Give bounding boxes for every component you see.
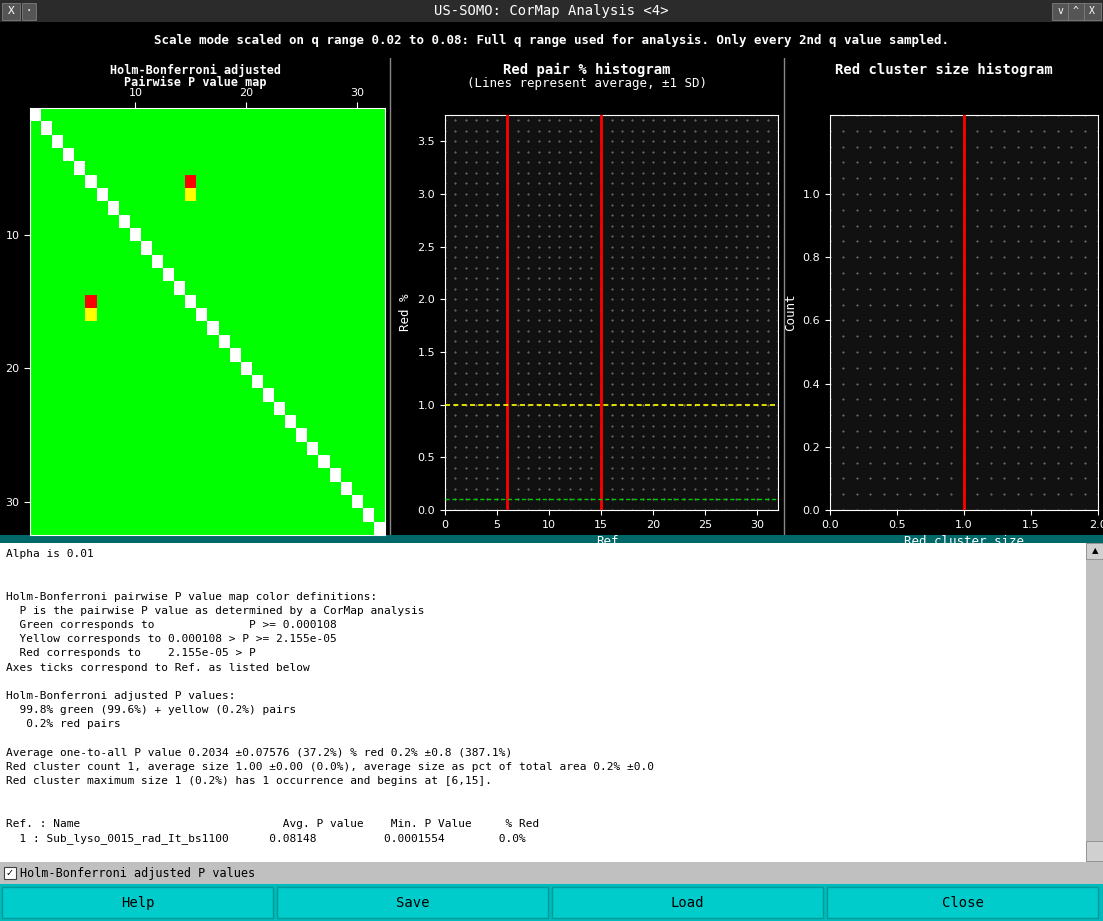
Y-axis label: Red %: Red %	[399, 294, 413, 332]
Bar	[1052, 3, 1069, 20]
X-axis label: Ref.: Ref.	[597, 535, 627, 548]
Bar	[4, 867, 17, 879]
Bar	[22, 3, 36, 20]
Bar	[1086, 543, 1103, 862]
Text: Load: Load	[671, 895, 704, 910]
Bar	[0, 0, 1103, 22]
Bar	[0, 535, 1103, 543]
Text: ·: ·	[26, 4, 31, 18]
Text: 0.2% red pairs: 0.2% red pairs	[6, 719, 120, 729]
Text: Scale mode scaled on q range 0.02 to 0.08: Full q range used for analysis. Only : Scale mode scaled on q range 0.02 to 0.0…	[154, 33, 949, 47]
Text: 1 : Sub_lyso_0015_rad_It_bs1100      0.08148          0.0001554        0.0%: 1 : Sub_lyso_0015_rad_It_bs1100 0.08148 …	[6, 833, 526, 844]
X-axis label: Red cluster size: Red cluster size	[904, 535, 1024, 548]
Bar	[277, 887, 548, 918]
Text: v: v	[1057, 6, 1063, 16]
Bar	[0, 862, 1103, 884]
Text: ✓: ✓	[6, 868, 14, 878]
Text: 99.8% green (99.6%) + yellow (0.2%) pairs: 99.8% green (99.6%) + yellow (0.2%) pair…	[6, 705, 297, 716]
Bar	[1086, 841, 1103, 861]
Bar	[827, 887, 1097, 918]
Text: Average one-to-all P value 0.2034 ±0.07576 (37.2%) % red 0.2% ±0.8 (387.1%): Average one-to-all P value 0.2034 ±0.075…	[6, 748, 512, 758]
Text: Holm-Bonferroni adjusted: Holm-Bonferroni adjusted	[109, 64, 280, 76]
Text: Yellow corresponds to 0.000108 > P >= 2.155e-05: Yellow corresponds to 0.000108 > P >= 2.…	[6, 635, 336, 644]
Text: Green corresponds to              P >= 0.000108: Green corresponds to P >= 0.000108	[6, 620, 336, 630]
Text: (Lines represent average, ±1 SD): (Lines represent average, ±1 SD)	[467, 77, 707, 90]
Y-axis label: Count: Count	[784, 294, 797, 332]
Text: Alpha is 0.01: Alpha is 0.01	[6, 549, 94, 559]
Text: P is the pairwise P value as determined by a CorMap analysis: P is the pairwise P value as determined …	[6, 606, 425, 616]
Text: Close: Close	[942, 895, 984, 910]
Text: X: X	[1089, 6, 1095, 16]
Bar	[1086, 543, 1103, 559]
Text: Axes ticks correspond to Ref. as listed below: Axes ticks correspond to Ref. as listed …	[6, 662, 310, 672]
Text: Ref. : Name                              Avg. P value    Min. P Value     % Red: Ref. : Name Avg. P value Min. P Value % …	[6, 819, 539, 829]
Bar	[1084, 3, 1101, 20]
Text: Red corresponds to    2.155e-05 > P: Red corresponds to 2.155e-05 > P	[6, 648, 256, 659]
Text: Red cluster size histogram: Red cluster size histogram	[835, 63, 1053, 77]
Text: Holm-Bonferroni adjusted P values:: Holm-Bonferroni adjusted P values:	[6, 691, 236, 701]
Text: Pairwise P value map: Pairwise P value map	[124, 76, 266, 88]
Bar	[0, 884, 1103, 921]
Text: X: X	[8, 6, 14, 16]
Text: Red cluster count 1, average size 1.00 ±0.00 (0.0%), average size as pct of tota: Red cluster count 1, average size 1.00 ±…	[6, 762, 654, 772]
Bar	[2, 3, 20, 20]
Text: ▲: ▲	[1092, 546, 1099, 555]
Bar	[552, 887, 823, 918]
Bar	[2, 887, 274, 918]
Text: Red pair % histogram: Red pair % histogram	[503, 63, 671, 77]
Bar	[1068, 3, 1085, 20]
Text: Holm-Bonferroni adjusted P values: Holm-Bonferroni adjusted P values	[20, 867, 255, 880]
Bar	[0, 58, 1103, 535]
Text: Save: Save	[396, 895, 429, 910]
Text: US-SOMO: CorMap Analysis <4>: US-SOMO: CorMap Analysis <4>	[435, 4, 668, 18]
Text: Holm-Bonferroni pairwise P value map color definitions:: Holm-Bonferroni pairwise P value map col…	[6, 591, 377, 601]
Text: Help: Help	[120, 895, 154, 910]
Bar	[0, 22, 1103, 58]
Text: Red cluster maximum size 1 (0.2%) has 1 occurrence and begins at [6,15].: Red cluster maximum size 1 (0.2%) has 1 …	[6, 776, 492, 787]
Text: ^: ^	[1073, 6, 1079, 16]
Bar	[0, 543, 1086, 862]
